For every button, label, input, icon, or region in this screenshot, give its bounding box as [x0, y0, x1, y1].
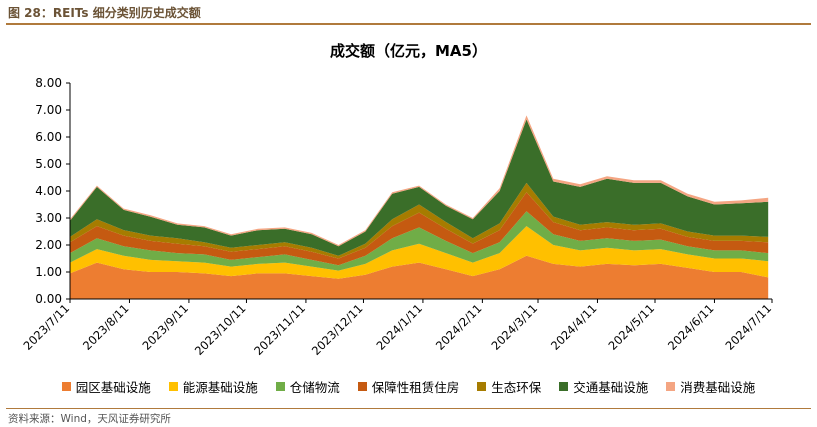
legend-item: 园区基础设施 — [61, 377, 151, 396]
legend-label: 消费基础设施 — [680, 380, 756, 395]
legend-swatch — [666, 382, 676, 391]
x-tick-label: 2023/10/11 — [192, 301, 249, 358]
x-tick-label: 2024/1/11 — [373, 301, 425, 353]
chart-title: 成交额（亿元，MA5） — [330, 42, 487, 60]
x-tick-label: 2023/9/11 — [139, 301, 191, 353]
y-tick-label: 8.00 — [35, 76, 62, 90]
header-rule — [6, 23, 811, 25]
x-tick-label: 2023/8/11 — [80, 301, 132, 353]
legend-swatch — [168, 382, 178, 391]
legend-item: 消费基础设施 — [666, 377, 755, 396]
source-rule — [6, 408, 811, 409]
y-tick-label: 0.00 — [35, 292, 62, 306]
legend-item: 能源基础设施 — [168, 377, 258, 396]
y-tick-label: 5.00 — [35, 157, 62, 171]
x-tick-label: 2023/12/11 — [309, 301, 366, 358]
x-tick-label: 2024/6/11 — [665, 301, 717, 353]
legend-item: 仓储物流 — [275, 377, 340, 396]
source-note: 资料来源：Wind，天风证券研究所 — [8, 413, 171, 425]
legend-label: 生态环保 — [491, 380, 542, 395]
chart-legend: 园区基础设施 能源基础设施 仓储物流 保障性租赁住房 生态环保 交通基础设施 消费基础设施 — [0, 377, 817, 396]
legend-item: 生态环保 — [477, 377, 541, 396]
x-tick-label: 2024/2/11 — [433, 301, 485, 353]
legend-label: 交通基础设施 — [573, 380, 649, 395]
y-tick-label: 6.00 — [35, 130, 62, 144]
x-tick-label: 2024/7/11 — [723, 301, 775, 353]
area-series-2 — [70, 226, 769, 279]
area-series-6 — [70, 119, 769, 256]
legend-swatch — [61, 382, 71, 391]
area-series-7 — [70, 115, 769, 247]
legend-item: 保障性租赁住房 — [357, 377, 460, 396]
legend-swatch — [275, 382, 285, 391]
x-tick-label: 2023/7/11 — [21, 301, 73, 353]
x-tick-label: 2024/5/11 — [606, 301, 658, 353]
legend-label: 仓储物流 — [289, 380, 340, 395]
area-series-3 — [70, 211, 769, 271]
legend-label: 保障性租赁住房 — [371, 380, 460, 395]
figure-header: 图 28：REITs 细分类别历史成交额 — [0, 0, 817, 25]
legend-swatch — [357, 382, 367, 391]
legend-swatch — [477, 382, 487, 391]
y-tick-label: 2.00 — [35, 238, 62, 252]
figure-title: 图 28：REITs 细分类别历史成交额 — [8, 6, 201, 20]
legend-item: 交通基础设施 — [559, 377, 648, 396]
legend-label: 能源基础设施 — [182, 380, 258, 395]
legend-label: 园区基础设施 — [75, 380, 151, 395]
x-tick-label: 2024/4/11 — [548, 301, 600, 353]
y-tick-label: 3.00 — [35, 211, 62, 225]
y-tick-label: 4.00 — [35, 184, 62, 198]
legend-swatch — [559, 382, 569, 391]
x-tick-label: 2023/11/11 — [251, 301, 308, 358]
y-tick-label: 1.00 — [35, 265, 62, 279]
y-tick-label: 7.00 — [35, 103, 62, 117]
x-tick-label: 2024/3/11 — [489, 301, 541, 353]
area-series-1 — [70, 255, 769, 299]
